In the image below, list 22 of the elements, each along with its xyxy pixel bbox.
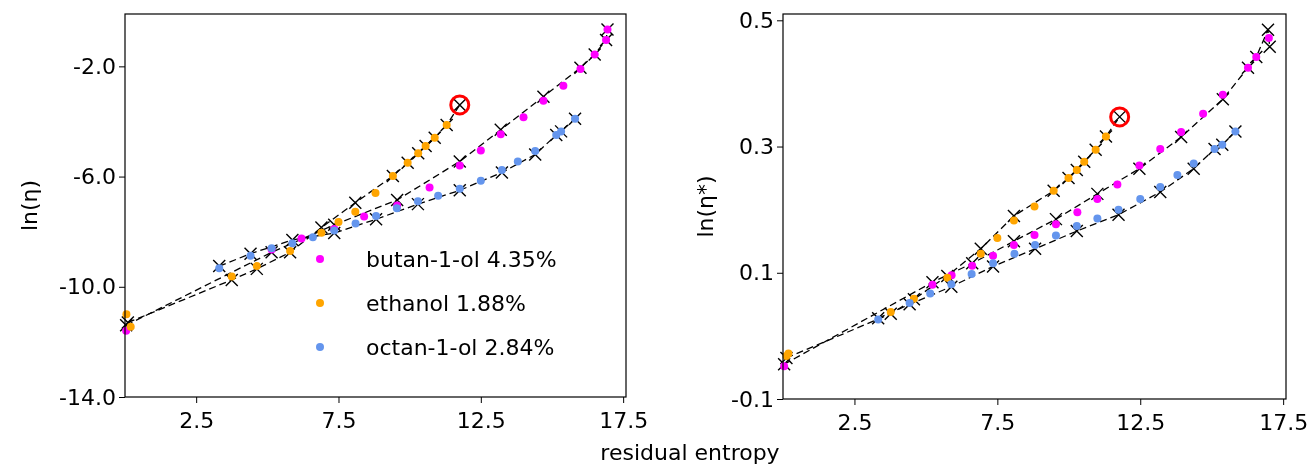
x-tick-label: 2.5 [837, 410, 873, 435]
legend-label: ethanol 1.88% [366, 290, 526, 316]
y-axis-title: ln(η*) [693, 175, 718, 238]
y-tick-label: -6.0 [73, 164, 116, 190]
y-tick-label: 0.5 [739, 7, 774, 33]
x-tick-label: 12.5 [456, 408, 506, 433]
y-tick-label: 0.1 [739, 260, 774, 286]
x-tick-label: 7.5 [980, 410, 1016, 435]
y-tick-label: -0.1 [731, 386, 774, 412]
x-tick-label: 2.5 [179, 408, 215, 433]
x-axis-title: residual entropy [600, 440, 780, 465]
x-tick-label: 12.5 [1116, 410, 1166, 435]
y-axis-title: ln(η) [17, 179, 42, 232]
x-tick-label: 7.5 [321, 408, 357, 433]
y-tick-label: -14.0 [59, 384, 116, 410]
y-tick-label: 0.3 [739, 134, 774, 160]
legend-label: octan-1-ol 2.84% [366, 334, 555, 360]
x-tick-label: 17.5 [1259, 410, 1309, 435]
y-tick-label: -2.0 [73, 53, 116, 79]
y-tick-label: -10.0 [59, 274, 116, 300]
legend-label: butan-1-ol 4.35% [366, 246, 557, 272]
x-tick-label: 17.5 [599, 408, 649, 433]
